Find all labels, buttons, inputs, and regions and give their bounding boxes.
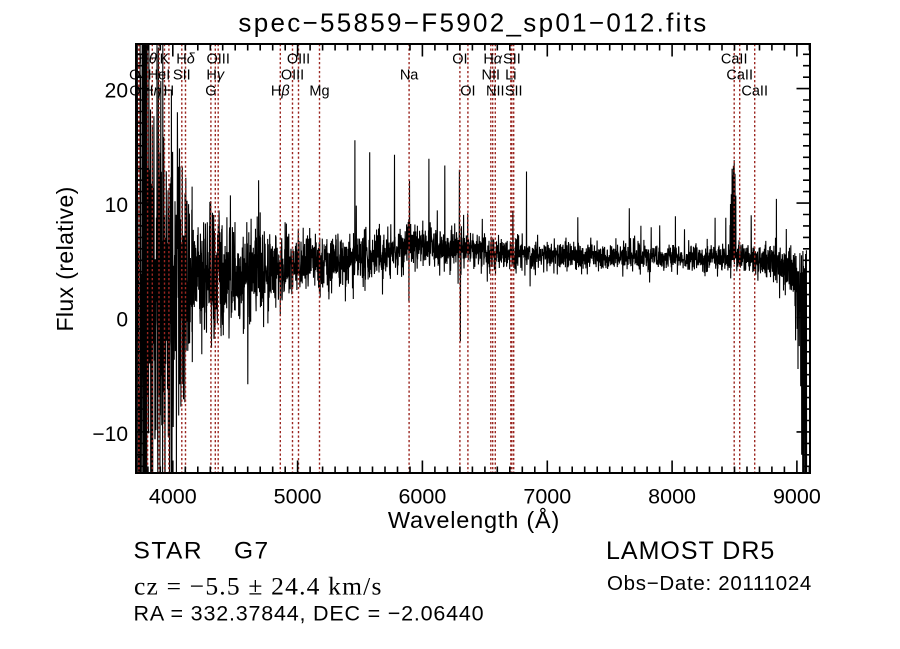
svg-text:Hδ: Hδ — [176, 52, 195, 68]
svg-text:CaII: CaII — [721, 52, 748, 68]
svg-text:OIII: OIII — [207, 52, 230, 68]
svg-text:HeI: HeI — [148, 68, 171, 84]
svg-text:Flux (relative): Flux (relative) — [52, 186, 78, 331]
svg-text:LAMOST DR5: LAMOST DR5 — [606, 537, 775, 565]
svg-text:spec−55859−F5902_sp01−012.fits: spec−55859−F5902_sp01−012.fits — [238, 8, 708, 38]
svg-text:0: 0 — [116, 309, 128, 332]
svg-text:CaII: CaII — [726, 68, 753, 84]
svg-text:8000: 8000 — [648, 485, 696, 509]
svg-text:10: 10 — [105, 194, 128, 217]
svg-text:cz = −5.5 ± 24.4 km/s: cz = −5.5 ± 24.4 km/s — [134, 572, 383, 601]
svg-text:SII: SII — [173, 68, 191, 84]
svg-text:Hθ: Hθ — [138, 52, 156, 68]
svg-text:Wavelength (Å): Wavelength (Å) — [388, 506, 560, 533]
svg-text:CaII: CaII — [741, 84, 768, 100]
svg-text:OIII: OIII — [281, 68, 304, 84]
svg-text:NII: NII — [486, 84, 505, 100]
svg-text:Hβ: Hβ — [271, 84, 290, 100]
svg-text:Mg: Mg — [309, 84, 329, 100]
svg-text:7000: 7000 — [523, 485, 571, 509]
svg-text:Li: Li — [505, 68, 516, 84]
svg-text:9000: 9000 — [773, 485, 821, 509]
svg-text:OII: OII — [129, 68, 148, 84]
svg-text:5000: 5000 — [274, 485, 322, 509]
svg-text:SII: SII — [505, 84, 523, 100]
svg-text:RA = 332.37844, DEC = −2.0644: RA = 332.37844, DEC = −2.06440 — [134, 602, 485, 626]
svg-text:OI: OI — [460, 84, 475, 100]
svg-text:OIII: OIII — [287, 52, 310, 68]
svg-text:6000: 6000 — [398, 485, 446, 509]
svg-text:SII: SII — [503, 52, 521, 68]
svg-text:Hα: Hα — [483, 52, 502, 68]
svg-text:20: 20 — [105, 80, 128, 103]
svg-text:K: K — [160, 52, 170, 68]
svg-text:Na: Na — [400, 68, 419, 84]
svg-text:Obs−Date: 20111024: Obs−Date: 20111024 — [607, 572, 812, 595]
svg-text:Hη: Hη — [143, 84, 162, 100]
svg-text:−10: −10 — [92, 423, 128, 446]
svg-text:OII: OII — [129, 84, 148, 100]
svg-text:H: H — [164, 84, 174, 100]
svg-text:4000: 4000 — [149, 485, 197, 509]
svg-text:G: G — [205, 84, 216, 100]
svg-text:OI: OI — [452, 52, 467, 68]
svg-text:Hγ: Hγ — [206, 68, 224, 84]
svg-text:NII: NII — [482, 68, 501, 84]
svg-text:G7: G7 — [234, 538, 270, 565]
svg-text:STAR: STAR — [134, 538, 204, 565]
